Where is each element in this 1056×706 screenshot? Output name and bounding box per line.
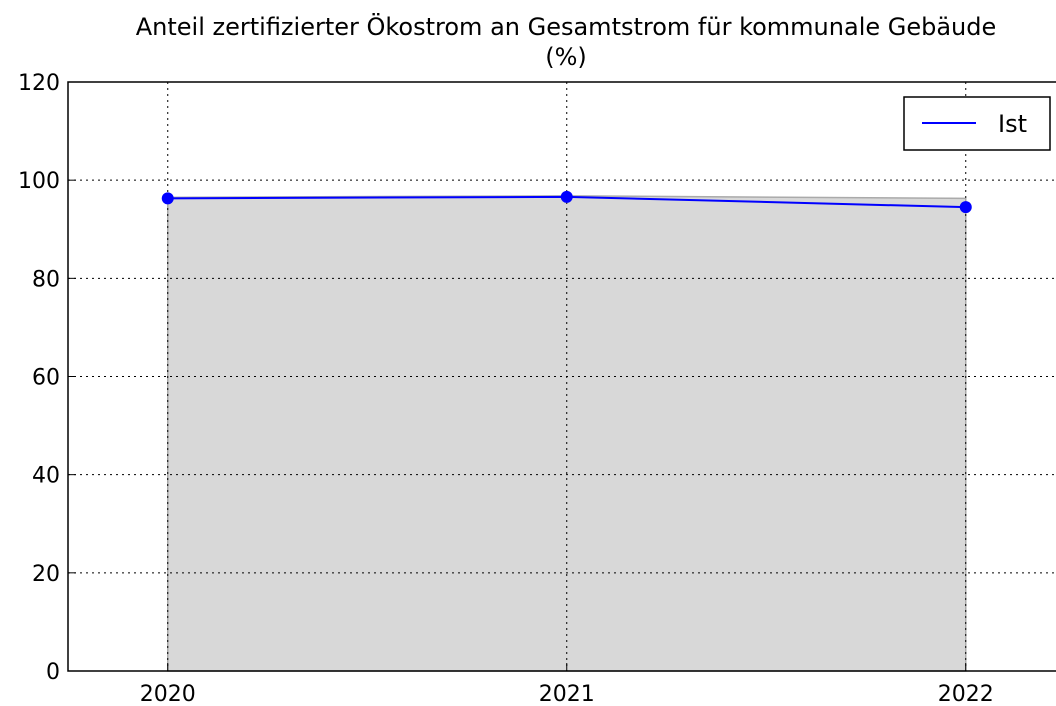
x-tick-label: 2022: [938, 682, 994, 706]
x-tick-label: 2020: [140, 682, 196, 706]
plot-frame: [67, 81, 1056, 672]
y-tick-label: 0: [46, 660, 60, 685]
chart-title: Anteil zertifizierter Ökostrom an Gesamt…: [135, 13, 997, 71]
y-tick-label: 40: [32, 464, 60, 489]
y-tick-label: 100: [18, 169, 60, 194]
marker: [161, 192, 174, 205]
legend-label: Ist: [998, 110, 1027, 138]
y-tick-label: 60: [32, 366, 60, 391]
marker: [959, 201, 972, 214]
y-tick-label: 20: [32, 562, 60, 587]
y-tick-label: 80: [32, 267, 60, 292]
marker: [560, 190, 573, 203]
x-tick-label: 2021: [539, 682, 595, 706]
y-tick-label: 120: [18, 71, 60, 96]
